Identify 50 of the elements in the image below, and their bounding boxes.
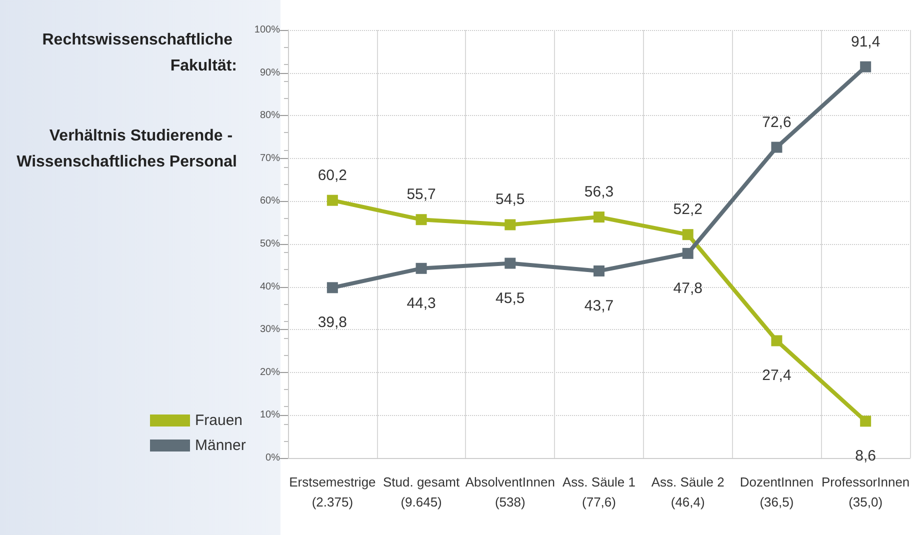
- data-label: 27,4: [762, 367, 792, 384]
- y-tick-label: 90%: [260, 67, 280, 78]
- y-tick-label: 0%: [266, 452, 280, 464]
- point: [504, 258, 516, 269]
- point: [416, 262, 427, 274]
- data-label: 55,7: [406, 186, 436, 204]
- x-tick-label: Ass. Säule 2 (46,4): [651, 474, 724, 510]
- data-label: 54,5: [496, 191, 525, 208]
- text: Rechtswissenschaftliche Fakultät:: [42, 32, 237, 74]
- y-tick-label: 10%: [260, 410, 280, 421]
- data-label: 56,3: [584, 184, 614, 201]
- data-label: 43,7: [584, 297, 614, 314]
- y-tick-label: 30%: [260, 324, 280, 336]
- legend-label: Männer: [195, 437, 246, 454]
- data-label: 44,3: [406, 294, 436, 312]
- data-label: 39,8: [318, 314, 348, 332]
- point: [416, 214, 427, 226]
- point: [682, 248, 694, 259]
- y-tick-label: 50%: [260, 238, 280, 250]
- data-label: 45,5: [496, 290, 525, 307]
- point: [326, 282, 338, 294]
- text: Verhältnis Studierende - Wissenschaftliches Personal: [16, 128, 237, 170]
- y-tick-label: 70%: [260, 152, 280, 164]
- point: [771, 142, 782, 153]
- point: [682, 229, 694, 240]
- data-label: 47,8: [673, 280, 702, 297]
- legend-label: Frauen: [195, 412, 243, 429]
- point: [594, 265, 604, 276]
- point: [860, 416, 872, 427]
- x-tick-label: AbsolventInnen (538): [465, 474, 555, 510]
- y-tick-label: 20%: [260, 366, 280, 378]
- x-tick-label: Erstsemestrige (2.375): [289, 474, 376, 510]
- y-tick-label: 100%: [254, 24, 280, 36]
- data-label: 91,4: [850, 33, 880, 50]
- y-tick-label: 40%: [260, 281, 280, 292]
- point: [594, 212, 604, 223]
- y-tick-label: 80%: [260, 110, 280, 122]
- data-label: 52,2: [673, 201, 702, 218]
- x-tick-label: DozentInnen (36,5): [740, 474, 814, 510]
- data-label: 60,2: [318, 166, 348, 184]
- x-tick-label: Ass. Säule 1 (77,6): [562, 474, 636, 510]
- y-tick-label: 60%: [260, 196, 280, 207]
- point: [771, 335, 782, 346]
- point: [504, 219, 516, 230]
- x-tick-label: ProfessorInnen (35,0): [821, 474, 910, 510]
- data-label: 8,6: [855, 448, 876, 465]
- x-tick-label: Stud. gesamt (9.645): [382, 474, 460, 510]
- data-label: 72,6: [762, 114, 792, 131]
- point: [860, 61, 872, 72]
- point: [326, 194, 338, 206]
